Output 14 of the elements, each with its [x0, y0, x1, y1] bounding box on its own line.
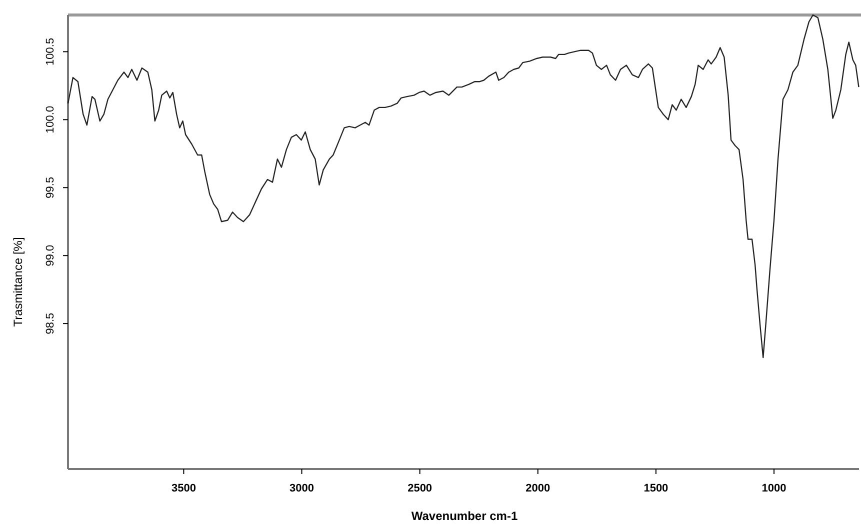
y-tick-label: 100.0 [44, 106, 57, 134]
x-axis-title: Wavenumber cm-1 [411, 509, 518, 523]
y-axis-title: Trasmittance [%] [11, 237, 25, 327]
x-tick-label: 2500 [408, 482, 432, 494]
y-tick-label: 99.5 [44, 176, 57, 198]
x-tick-label: 3500 [171, 482, 196, 494]
y-tick-label: 99.0 [44, 244, 57, 266]
x-tick-label: 1500 [644, 482, 668, 494]
y-tick-label: 98.5 [44, 312, 57, 334]
x-tick-label: 3000 [290, 482, 314, 494]
y-tick-label: 100.5 [44, 38, 57, 66]
x-tick-label: 2000 [526, 482, 550, 494]
x-tick-label: 1000 [762, 482, 786, 494]
line-series [67, 14, 860, 358]
